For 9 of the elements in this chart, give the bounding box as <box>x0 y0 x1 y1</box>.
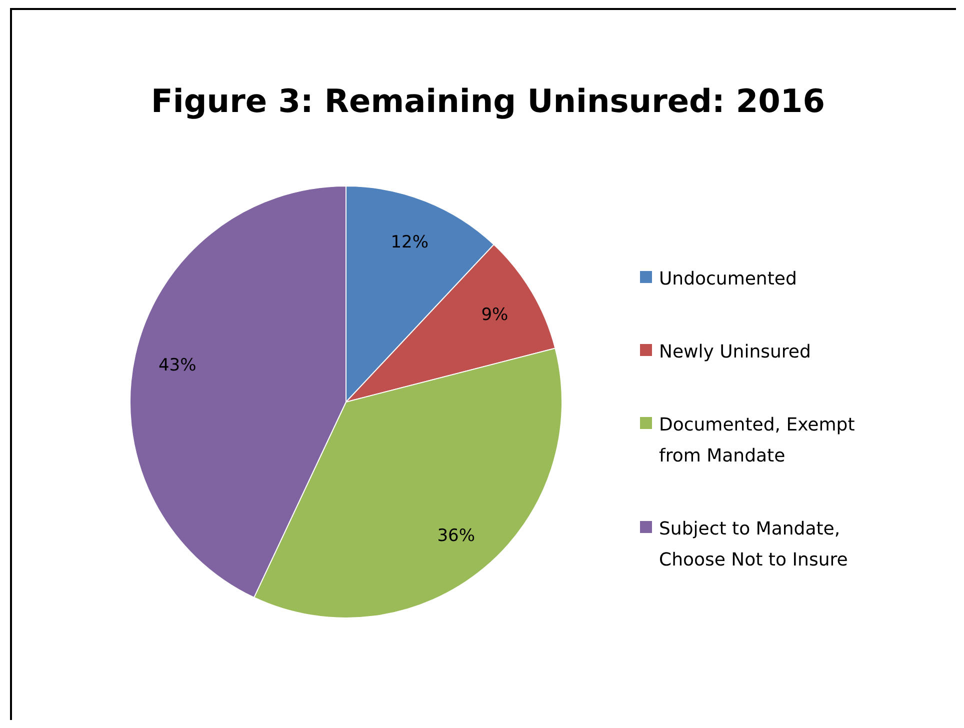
data-label: 36% <box>437 526 476 546</box>
data-label: 9% <box>481 304 508 325</box>
chart-title: Figure 3: Remaining Uninsured: 2016 <box>151 82 825 120</box>
legend-label: Undocumented <box>659 268 797 290</box>
legend-label: Subject to Mandate, Choose Not to Insure <box>659 518 848 570</box>
legend-label: Documented, Exempt from Mandate <box>659 414 855 466</box>
data-label: 43% <box>158 355 196 376</box>
data-label: 12% <box>390 232 429 252</box>
legend-label: Newly Uninsured <box>659 341 811 362</box>
